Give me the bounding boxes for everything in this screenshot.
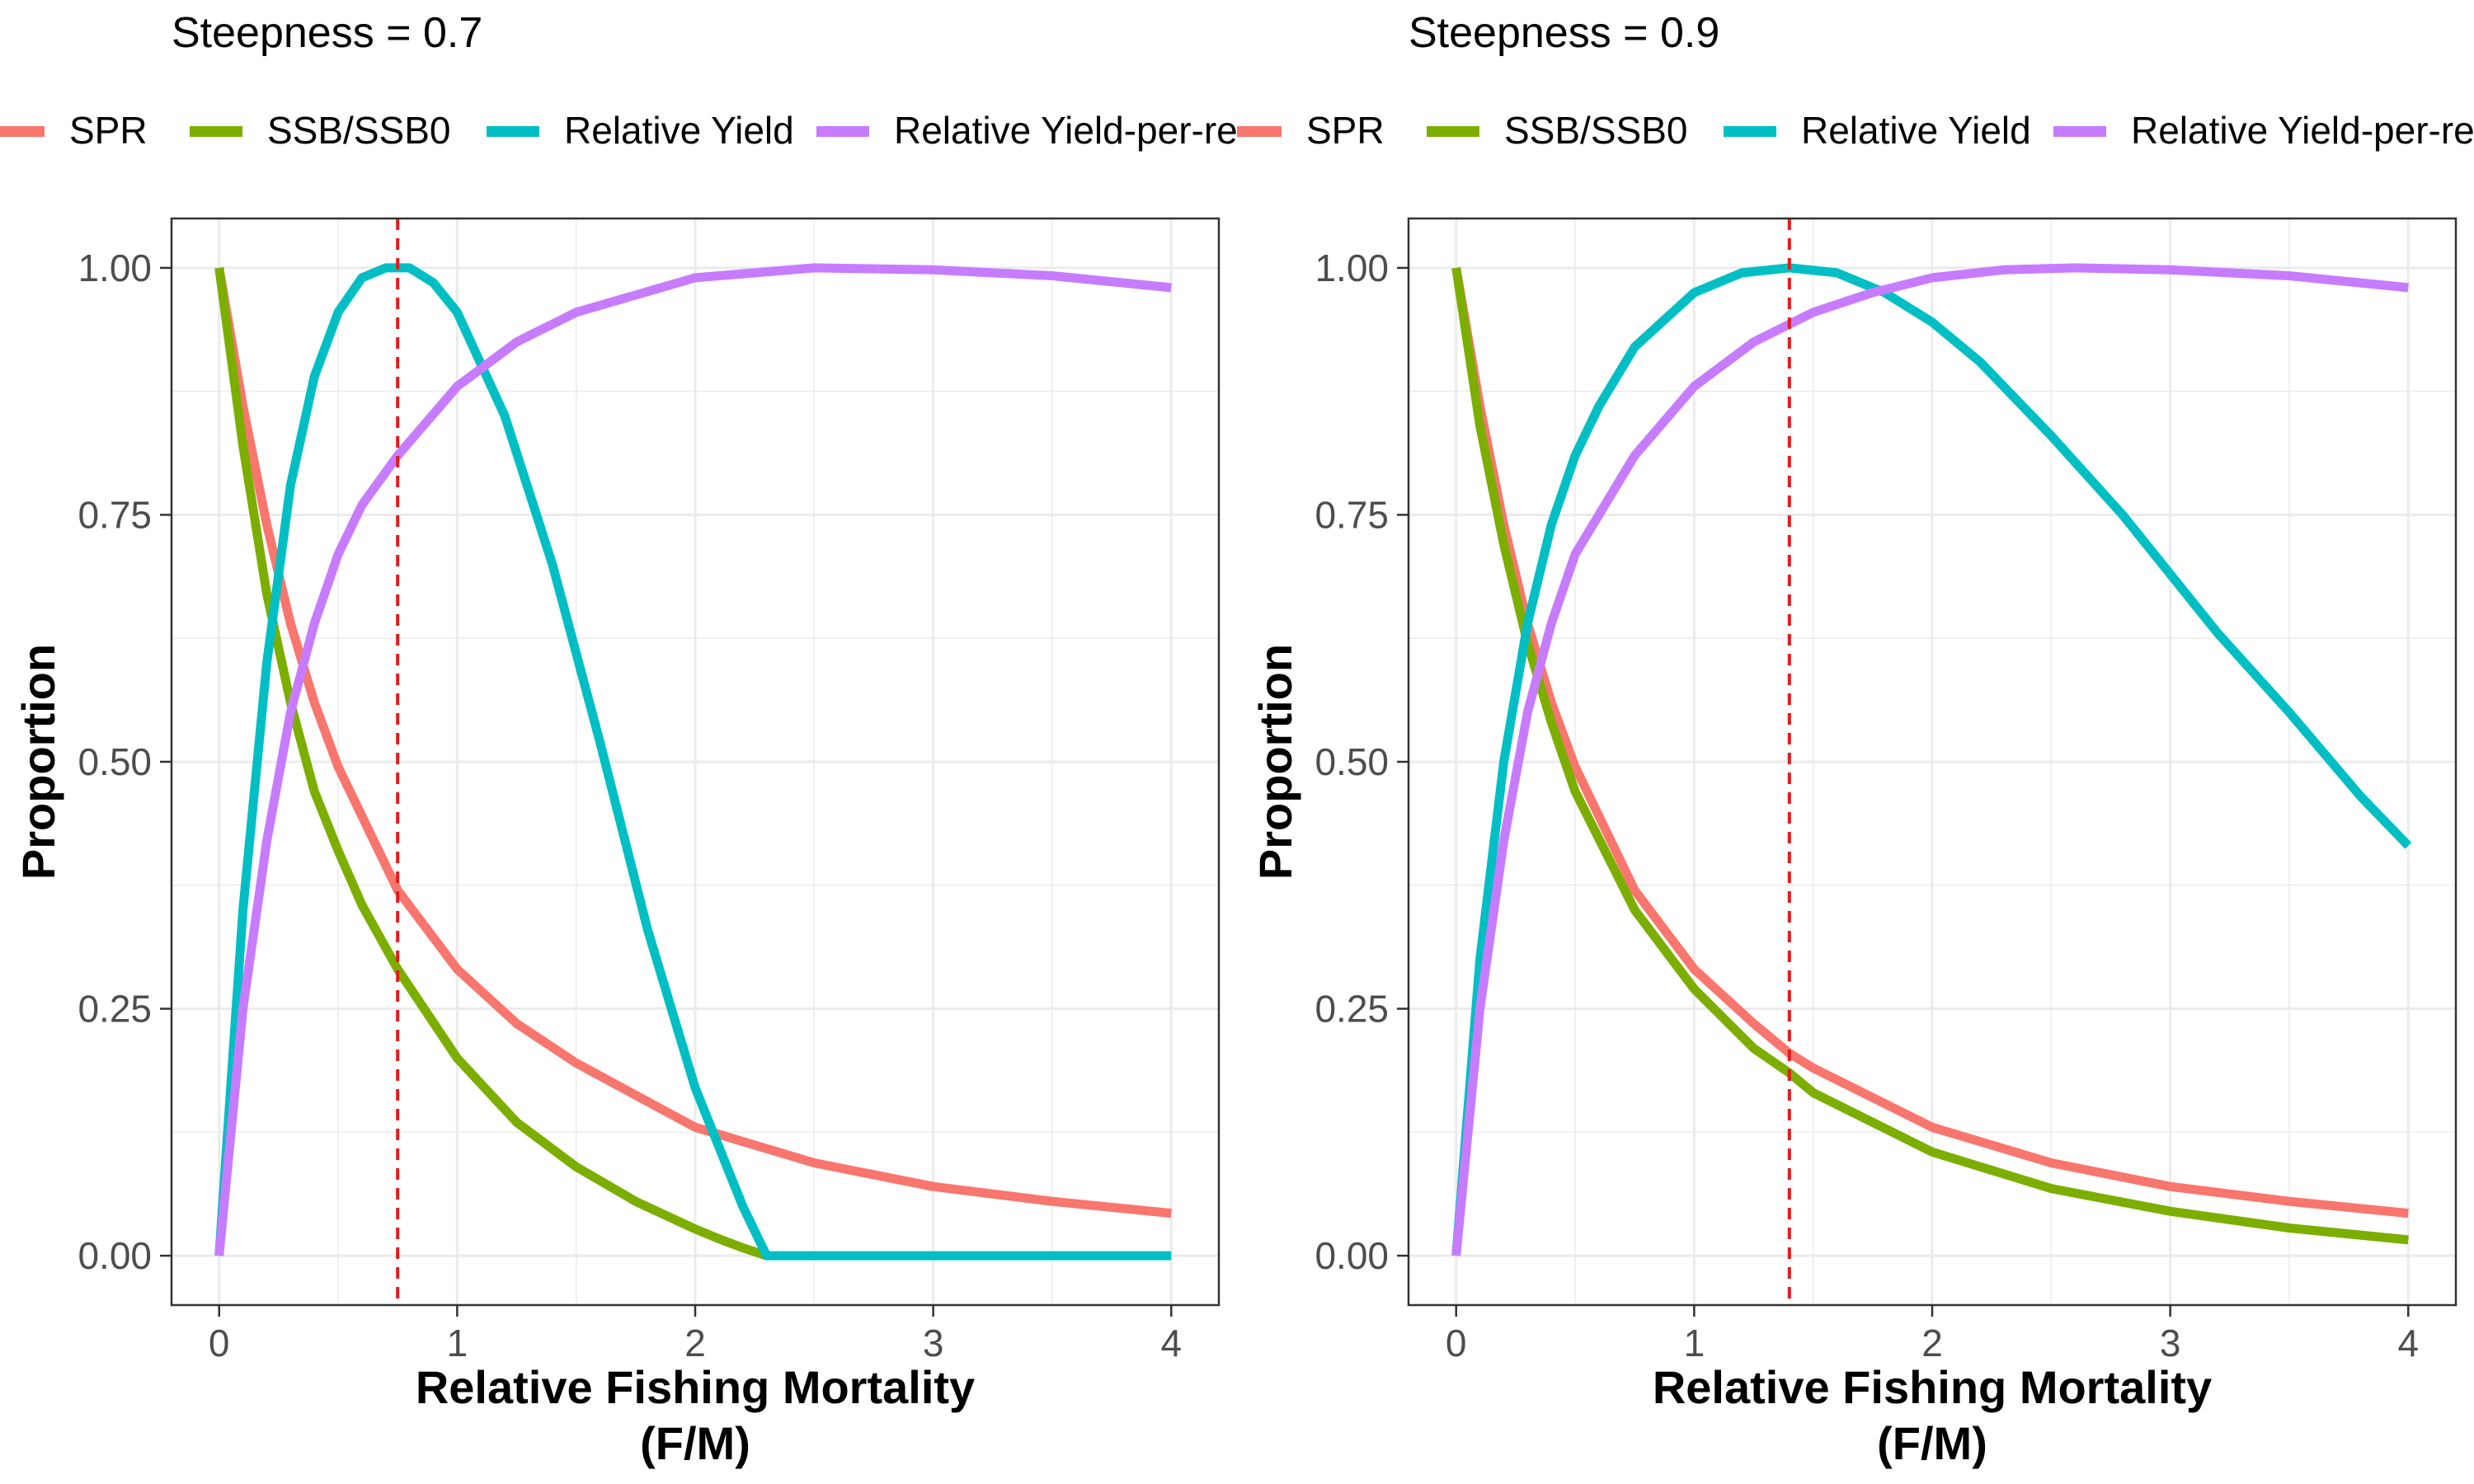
legend-label-ypr: Relative Yield-per-recruit bbox=[2131, 109, 2474, 152]
x-tick-label: 1 bbox=[1684, 1322, 1705, 1364]
panel-title: Steepness = 0.7 bbox=[172, 9, 483, 57]
legend-key-ypr bbox=[2053, 126, 2106, 137]
legend-key-ssb bbox=[190, 126, 242, 137]
y-tick-label: 0.75 bbox=[1315, 493, 1389, 536]
y-tick-label: 0.50 bbox=[78, 740, 152, 783]
legend-key-spr bbox=[0, 126, 45, 137]
x-tick-label: 0 bbox=[1446, 1322, 1467, 1364]
x-axis-title-line2: (F/M) bbox=[1877, 1417, 1987, 1469]
x-tick-label: 2 bbox=[684, 1322, 706, 1364]
y-tick-label: 0.75 bbox=[78, 493, 152, 536]
legend-key-yield bbox=[487, 126, 539, 137]
x-tick-label: 4 bbox=[2397, 1322, 2419, 1364]
x-tick-label: 0 bbox=[209, 1322, 230, 1364]
legend-key-ssb bbox=[1427, 126, 1479, 137]
y-axis-title: Proportion bbox=[1249, 644, 1301, 880]
y-tick-label: 0.50 bbox=[1315, 740, 1389, 783]
x-axis-title: Relative Fishing Mortality bbox=[416, 1361, 975, 1413]
legend-key-ypr bbox=[816, 126, 869, 137]
panel-title: Steepness = 0.9 bbox=[1409, 9, 1720, 57]
x-tick-label: 1 bbox=[447, 1322, 468, 1364]
legend-key-yield bbox=[1724, 126, 1776, 137]
panel-steepness-0-7: Steepness = 0.7 SPR SSB/SSB0 Relative Yi… bbox=[0, 9, 1237, 1469]
y-axis-title: Proportion bbox=[12, 644, 64, 880]
series-line-relative-yield-per-recruit bbox=[1451, 263, 2409, 1256]
series-line-relative-yield bbox=[1451, 263, 2412, 1256]
y-tick-label: 0.00 bbox=[1315, 1234, 1389, 1277]
x-tick-label: 3 bbox=[2160, 1322, 2181, 1364]
series-line-ssb-ssb0 bbox=[214, 267, 769, 1261]
y-tick-label: 1.00 bbox=[78, 247, 152, 289]
line-chart: 0 1 2 3 4 0.00 0.25 0.50 0.75 1.00 Relative Fishin… bbox=[12, 217, 1221, 1469]
x-tick-label: 4 bbox=[1160, 1322, 1182, 1364]
line-chart: 0 1 2 3 4 0.00 0.25 0.50 0.75 1.00 Relative Fishin… bbox=[1249, 217, 2458, 1469]
panel-steepness-0-9: Steepness = 0.9 SPR SSB/SSB0 Relative Yi… bbox=[1237, 0, 2474, 1484]
x-axis-title: Relative Fishing Mortality bbox=[1653, 1361, 2212, 1413]
y-tick-label: 0.00 bbox=[78, 1234, 152, 1277]
legend-label-ssb: SSB/SSB0 bbox=[1504, 109, 1688, 152]
series-line-ssb-ssb0 bbox=[1451, 267, 2409, 1245]
series-line-spr bbox=[1451, 266, 2409, 1219]
x-tick-label: 2 bbox=[1921, 1322, 1943, 1364]
legend-label-spr: SPR bbox=[1306, 109, 1385, 152]
legend-key-spr bbox=[1237, 126, 1282, 137]
x-axis-title-line2: (F/M) bbox=[640, 1417, 750, 1469]
legend-label-yield: Relative Yield bbox=[1801, 109, 2031, 152]
legend-label-ssb: SSB/SSB0 bbox=[267, 109, 451, 152]
x-tick-label: 3 bbox=[923, 1322, 944, 1364]
y-tick-label: 1.00 bbox=[1315, 247, 1389, 289]
legend-label-ypr: Relative Yield-per-recruit bbox=[894, 109, 1237, 152]
y-tick-label: 0.25 bbox=[78, 988, 152, 1031]
legend-label-yield: Relative Yield bbox=[564, 109, 794, 152]
series-line-relative-yield-per-recruit bbox=[214, 263, 1172, 1256]
legend-label-spr: SPR bbox=[69, 109, 148, 152]
y-tick-label: 0.25 bbox=[1315, 988, 1389, 1031]
